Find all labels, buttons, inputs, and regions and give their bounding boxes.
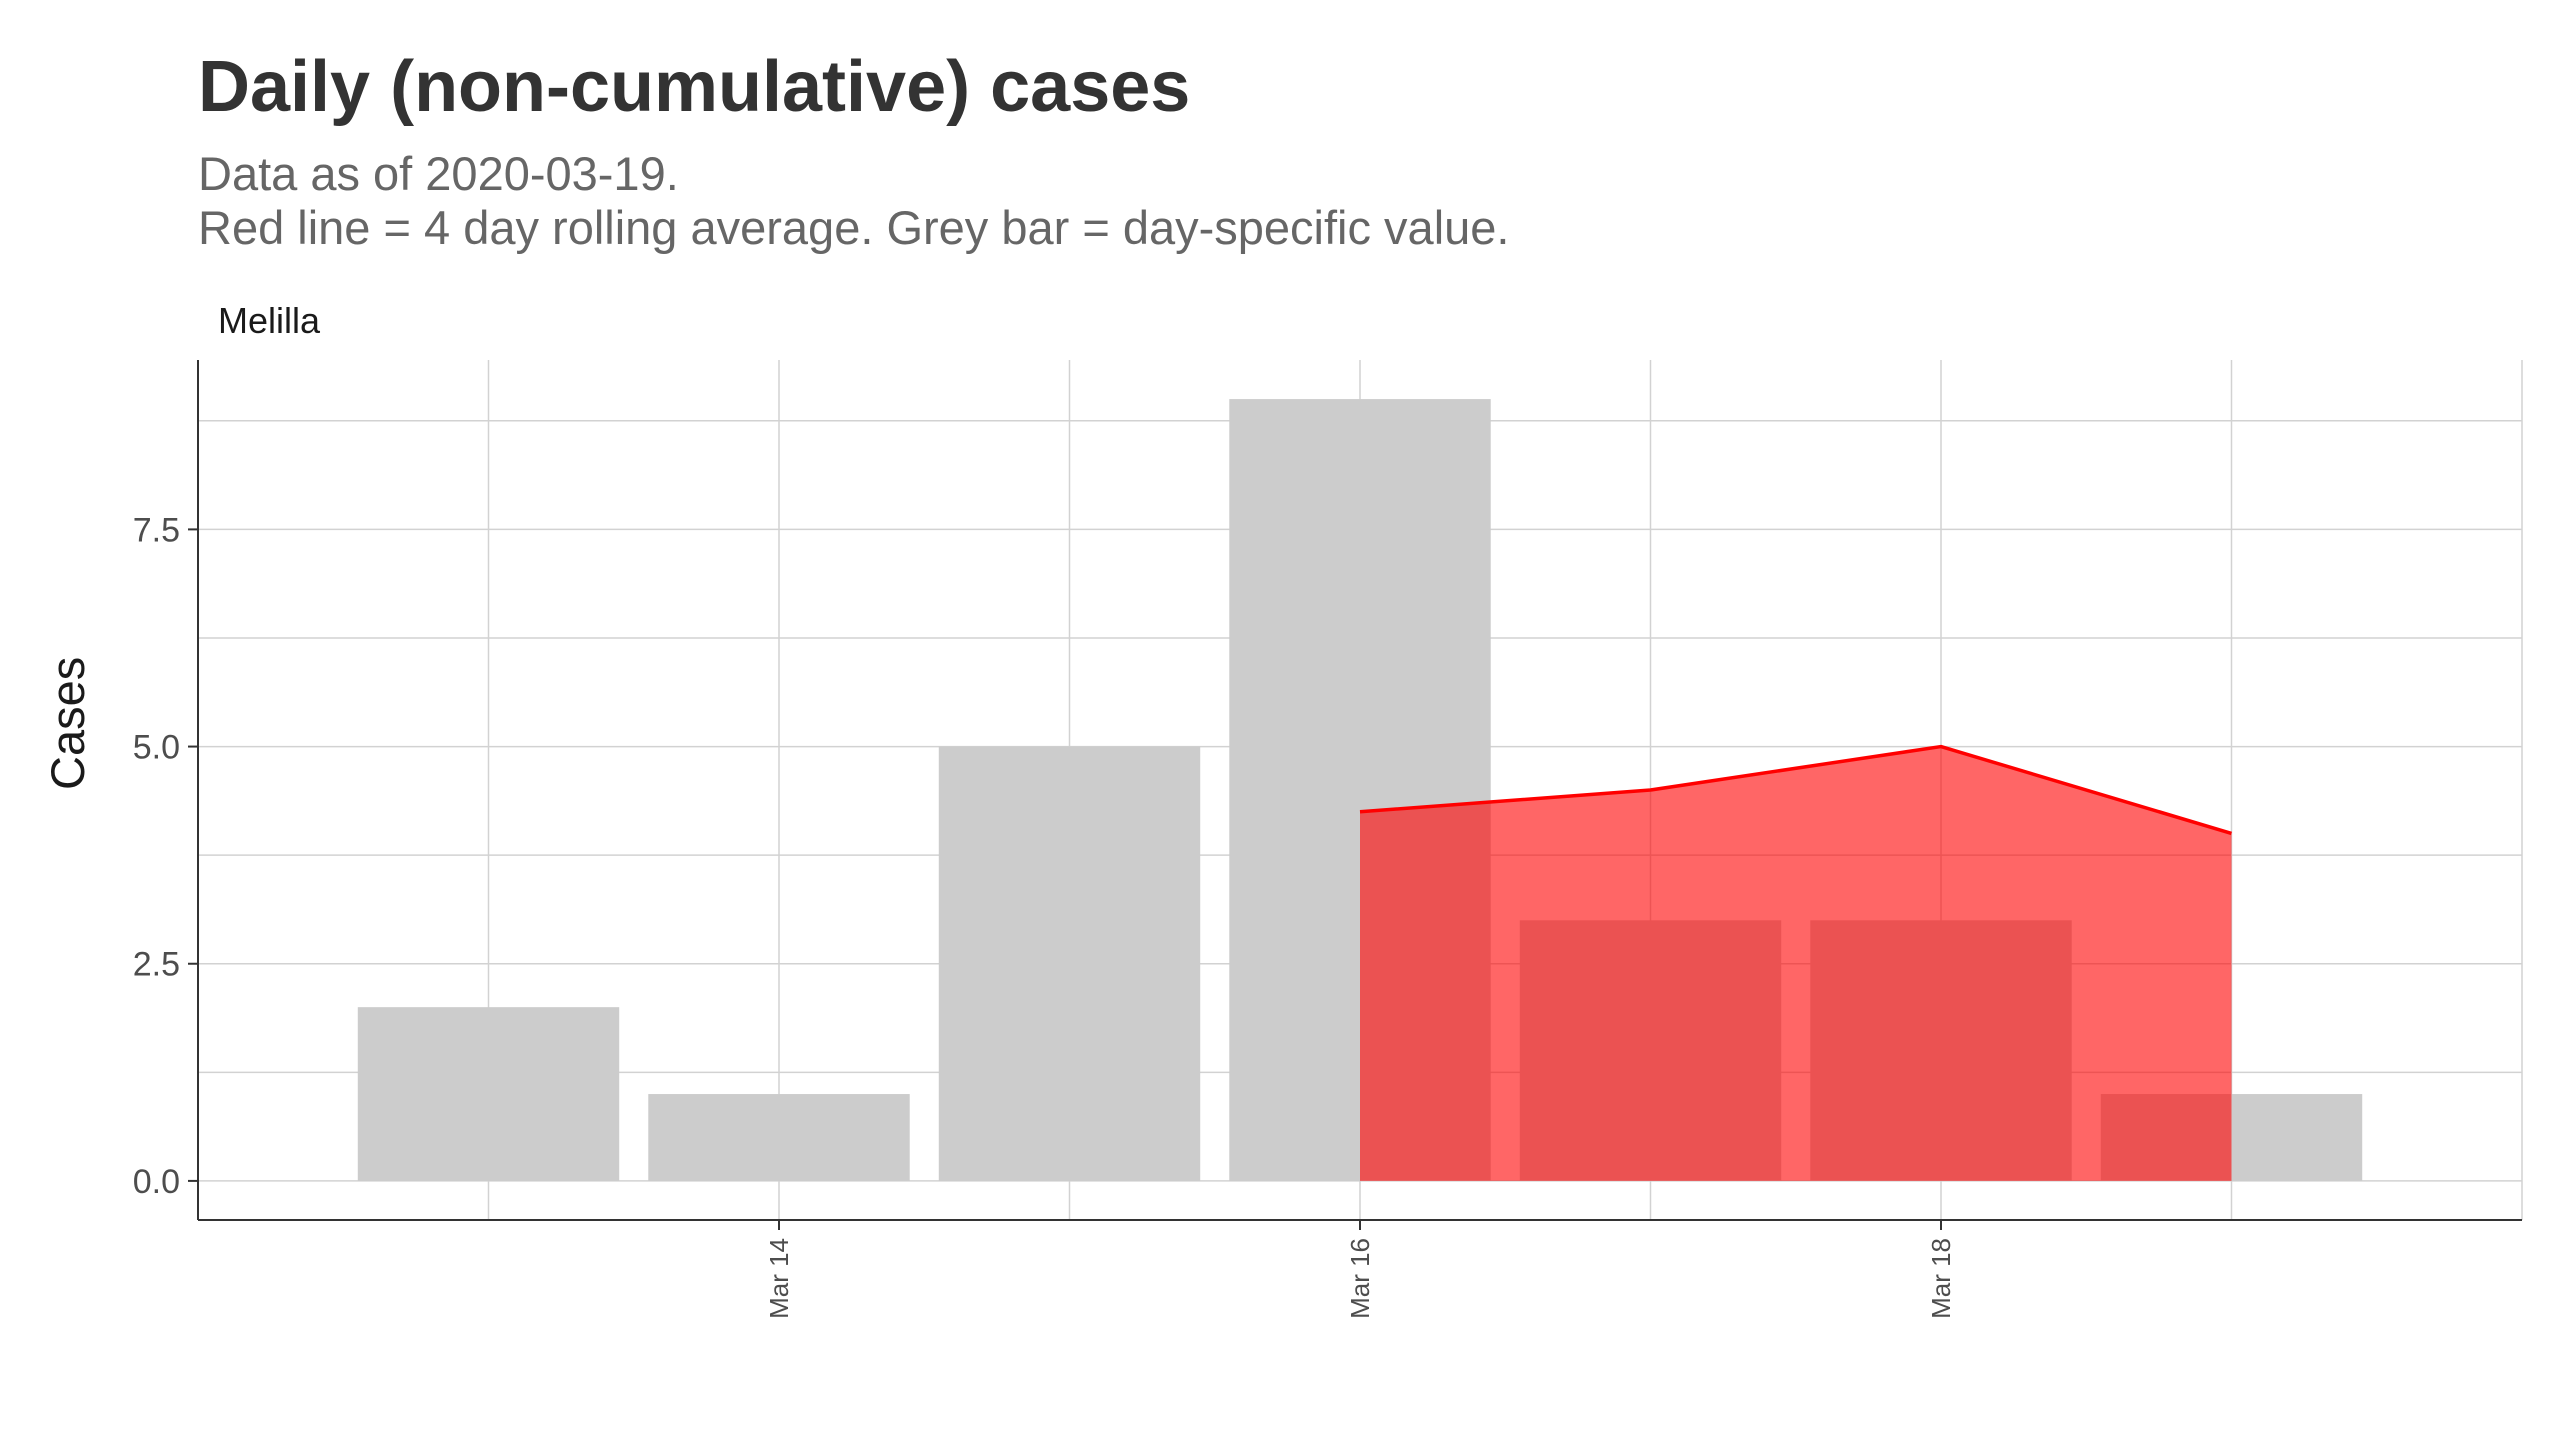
y-tick-label: 0.0	[133, 1163, 180, 1201]
y-tick-label: 5.0	[133, 729, 180, 767]
y-tick-label: 7.5	[133, 511, 180, 549]
chart-title: Daily (non-cumulative) cases	[198, 47, 1191, 127]
chart-subtitle-line-2: Red line = 4 day rolling average. Grey b…	[198, 201, 1510, 254]
x-tick-label: Mar 14	[764, 1238, 794, 1319]
bar-2020-03-13	[357, 1007, 620, 1181]
rolling-average-area	[1360, 746, 2232, 1181]
x-tick-label: Mar 16	[1345, 1238, 1375, 1319]
facet-label: Melilla	[218, 300, 321, 341]
y-tick-label: 2.5	[133, 946, 180, 984]
bar-2020-03-14	[648, 1094, 910, 1181]
x-tick-label: Mar 18	[1926, 1238, 1956, 1319]
chart-subtitle-line-1: Data as of 2020-03-19.	[198, 147, 679, 200]
rolling-average-line	[1359, 744, 2233, 836]
bar-2020-03-15	[938, 746, 1201, 1181]
